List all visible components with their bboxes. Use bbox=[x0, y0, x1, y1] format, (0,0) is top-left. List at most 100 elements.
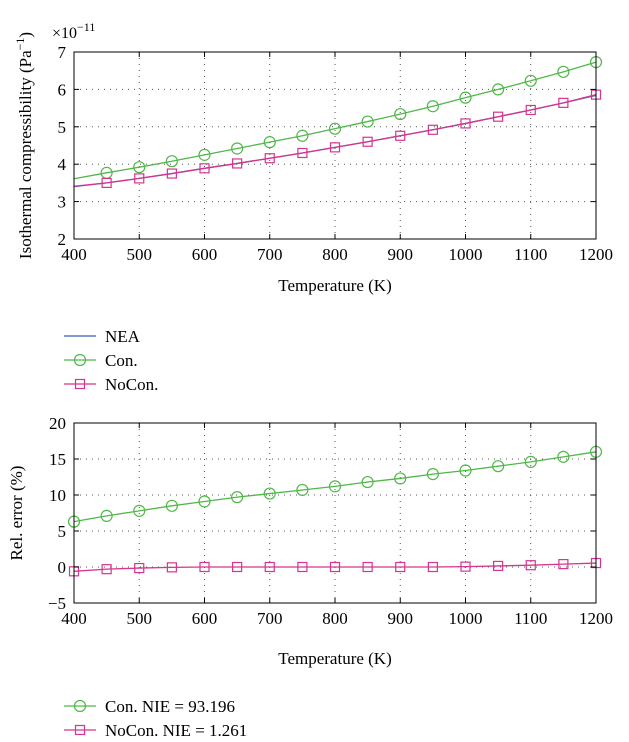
y-tick-label: 0 bbox=[58, 558, 67, 577]
data-point bbox=[492, 460, 505, 473]
series-nocon bbox=[73, 89, 602, 188]
y-tick-label: 7 bbox=[58, 43, 67, 62]
grid-lines bbox=[74, 423, 596, 603]
series-con bbox=[67, 445, 603, 528]
y-axis-label-sup: −1 bbox=[13, 38, 27, 51]
data-point bbox=[264, 561, 275, 573]
data-point bbox=[426, 100, 439, 113]
x-axis-label: Temperature (K) bbox=[278, 649, 392, 668]
legend: NEA Con. NoCon. bbox=[64, 327, 158, 394]
data-point bbox=[328, 122, 342, 135]
data-point bbox=[133, 161, 146, 174]
series-line bbox=[73, 562, 597, 572]
x-tick-label: 600 bbox=[192, 609, 218, 628]
data-point bbox=[263, 487, 276, 500]
x-axis-label: Temperature (K) bbox=[278, 276, 392, 295]
y-axis-label-text: Isothermal compressibility (Pa bbox=[16, 50, 35, 259]
data-point bbox=[329, 561, 341, 573]
data-point bbox=[427, 124, 438, 135]
data-point bbox=[264, 153, 275, 164]
data-point bbox=[231, 491, 244, 504]
data-point bbox=[133, 504, 146, 517]
data-point bbox=[198, 495, 211, 508]
legend-swatch-marker bbox=[74, 724, 86, 736]
data-point bbox=[395, 130, 406, 141]
data-point bbox=[329, 142, 341, 153]
y-axis-label-close: ) bbox=[16, 32, 35, 38]
data-point bbox=[165, 155, 178, 168]
data-point bbox=[557, 65, 570, 78]
axes-frame bbox=[73, 51, 597, 240]
tick-labels: 400 500 600 700 800 900 1000 1100 1200 −5 0 5 10 15 20 bbox=[48, 414, 613, 628]
series-line bbox=[73, 61, 597, 180]
legend-swatch-marker bbox=[73, 699, 87, 713]
x-tick-label: 800 bbox=[322, 609, 348, 628]
chart-panel-2: 400 500 600 700 800 900 1000 1100 1200 −5 0 5 10 15 20… bbox=[7, 414, 613, 740]
legend-entry: NoCon. NIE = 1.261 bbox=[105, 721, 247, 740]
x-tick-label: 700 bbox=[257, 609, 283, 628]
legend-entry: NEA bbox=[105, 327, 141, 346]
y-tick-label: 3 bbox=[58, 193, 67, 212]
data-point bbox=[427, 561, 438, 573]
x-tick-label: 500 bbox=[127, 609, 153, 628]
series-con bbox=[73, 55, 603, 180]
x-tick-label: 900 bbox=[388, 245, 414, 264]
x-tick-label: 1000 bbox=[449, 245, 483, 264]
data-point bbox=[524, 455, 537, 468]
data-point bbox=[459, 464, 472, 477]
x-tick-label: 500 bbox=[127, 245, 153, 264]
y-tick-label: −5 bbox=[48, 594, 66, 613]
data-point bbox=[460, 561, 471, 572]
x-tick-label: 700 bbox=[257, 245, 283, 264]
legend-swatch-marker bbox=[73, 353, 87, 367]
data-point bbox=[493, 560, 504, 572]
data-point bbox=[100, 509, 113, 522]
scale-multiplier: ×10−11 bbox=[52, 20, 95, 42]
y-tick-label: 15 bbox=[49, 450, 66, 469]
scale-multiplier-exp: −11 bbox=[77, 20, 95, 34]
data-point bbox=[525, 104, 536, 116]
tick-labels: 400 500 600 700 800 900 1000 1100 1200 2 3 4 5 6 7 bbox=[58, 43, 614, 264]
data-point bbox=[362, 561, 373, 573]
data-point bbox=[166, 168, 177, 179]
x-tick-label: 400 bbox=[61, 245, 87, 264]
y-tick-label: 4 bbox=[58, 155, 67, 174]
data-point bbox=[134, 562, 145, 574]
data-point bbox=[134, 173, 145, 184]
data-point bbox=[166, 562, 177, 573]
x-tick-label: 1100 bbox=[514, 245, 547, 264]
data-point bbox=[525, 560, 536, 571]
data-point bbox=[395, 561, 406, 573]
data-point bbox=[558, 97, 569, 108]
legend: Con. NIE = 93.196 NoCon. NIE = 1.261 bbox=[64, 697, 247, 740]
data-point bbox=[362, 136, 373, 147]
data-point bbox=[296, 129, 309, 142]
chart-panel-1: 400 500 600 700 800 900 1000 1100 1200 2 3 4 5 6 7 Temp… bbox=[13, 20, 613, 394]
legend-swatch-marker bbox=[74, 378, 86, 390]
data-point bbox=[459, 91, 472, 104]
legend-entry: NoCon. bbox=[105, 375, 158, 394]
series-line bbox=[73, 451, 597, 523]
x-tick-label: 400 bbox=[61, 609, 87, 628]
data-point bbox=[231, 142, 244, 155]
data-point bbox=[328, 480, 342, 493]
data-point bbox=[165, 499, 178, 512]
y-tick-label: 5 bbox=[58, 118, 67, 137]
y-tick-label: 20 bbox=[49, 414, 66, 433]
scale-multiplier-base: ×10 bbox=[52, 25, 77, 42]
data-point bbox=[263, 136, 276, 149]
x-tick-label: 600 bbox=[192, 245, 218, 264]
y-axis-label: Rel. error (%) bbox=[7, 466, 26, 561]
data-point bbox=[297, 147, 308, 159]
data-point bbox=[460, 118, 471, 129]
legend-entry: Con. NIE = 93.196 bbox=[105, 697, 235, 716]
data-point bbox=[557, 450, 570, 463]
x-tick-label: 1000 bbox=[449, 609, 483, 628]
series-line bbox=[73, 94, 597, 187]
data-point bbox=[426, 468, 439, 481]
data-point bbox=[232, 561, 243, 573]
data-point bbox=[101, 564, 112, 575]
data-point bbox=[199, 561, 210, 573]
grid-lines bbox=[74, 52, 596, 239]
